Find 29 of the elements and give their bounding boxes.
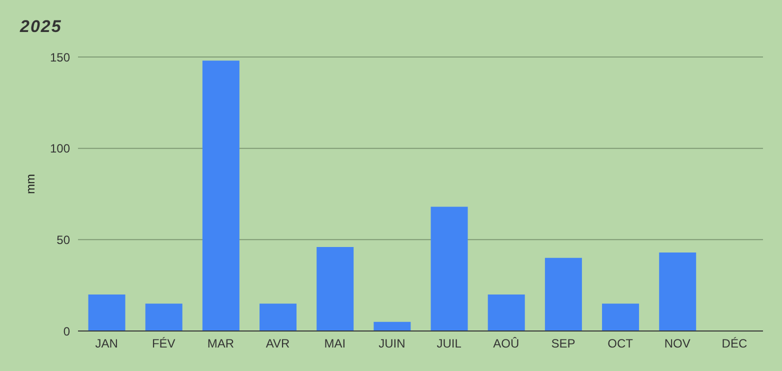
x-tick-label: AVR [266, 336, 290, 351]
x-tick-label: JUIL [436, 336, 462, 351]
y-tick-label: 50 [56, 232, 70, 247]
bar [316, 246, 354, 331]
x-tick-label: OCT [608, 336, 634, 351]
x-tick-label: FÉV [152, 336, 176, 351]
x-tick-label: SEP [551, 336, 576, 351]
bar [374, 322, 411, 331]
bar [260, 304, 297, 331]
chart-title: 2025 [20, 17, 62, 37]
x-tick-label: JAN [95, 336, 118, 351]
y-tick-label: 150 [50, 50, 70, 64]
bar [488, 294, 525, 331]
bar [659, 252, 696, 331]
x-tick-label: AOÛ [493, 336, 520, 351]
bar [88, 294, 126, 331]
bar [202, 60, 240, 331]
y-tick-label: 100 [50, 142, 70, 156]
y-axis-title: mm [23, 174, 38, 194]
y-tick-label: 0 [63, 324, 70, 338]
x-tick-label: DÉC [722, 336, 748, 351]
x-tick-label: JUIN [378, 336, 406, 351]
bar [544, 258, 582, 331]
x-tick-label: MAR [207, 336, 234, 351]
x-tick-label: MAI [324, 336, 346, 351]
bar [145, 304, 182, 331]
x-tick-label: NOV [664, 336, 690, 351]
bar [602, 304, 640, 331]
bar [430, 206, 468, 331]
